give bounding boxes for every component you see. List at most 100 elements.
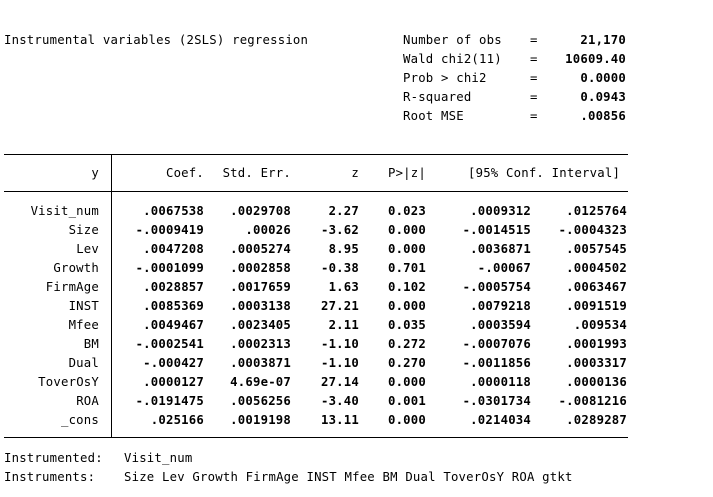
row-ci-low: -.00067 bbox=[477, 261, 531, 275]
row-p: 0.035 bbox=[387, 318, 426, 332]
row-variable: Visit_num bbox=[30, 204, 99, 218]
row-p: 0.272 bbox=[387, 337, 426, 351]
table-top-rule bbox=[4, 154, 628, 155]
row-variable: ROA bbox=[76, 394, 99, 408]
row-std-err: .0029708 bbox=[230, 204, 291, 218]
row-ci-high: .0063467 bbox=[566, 280, 627, 294]
header-z: z bbox=[351, 166, 359, 180]
row-coef: .0028857 bbox=[143, 280, 204, 294]
stat-label: Number of obs bbox=[403, 33, 502, 47]
row-ci-high: .009534 bbox=[573, 318, 627, 332]
row-ci-high: -.0081216 bbox=[558, 394, 627, 408]
row-std-err: .0017659 bbox=[230, 280, 291, 294]
row-coef: .025166 bbox=[150, 413, 204, 427]
row-ci-low: .0036871 bbox=[470, 242, 531, 256]
table-column-divider bbox=[111, 154, 112, 437]
row-p: 0.001 bbox=[387, 394, 426, 408]
row-variable: ToverOsY bbox=[38, 375, 99, 389]
row-z: 1.63 bbox=[328, 280, 359, 294]
stat-equals: = bbox=[530, 71, 538, 85]
row-z: 13.11 bbox=[320, 413, 359, 427]
row-variable: Size bbox=[68, 223, 99, 237]
row-variable: Lev bbox=[76, 242, 99, 256]
row-z: -1.10 bbox=[320, 337, 359, 351]
stat-equals: = bbox=[530, 90, 538, 104]
stat-value: 21,170 bbox=[580, 33, 626, 47]
row-variable: _cons bbox=[60, 413, 99, 427]
row-z: -3.40 bbox=[320, 394, 359, 408]
row-variable: INST bbox=[68, 299, 99, 313]
row-ci-high: .0000136 bbox=[566, 375, 627, 389]
row-coef: -.0001099 bbox=[135, 261, 204, 275]
row-ci-low: -.0011856 bbox=[462, 356, 531, 370]
row-variable: FirmAge bbox=[45, 280, 99, 294]
instrumented-label: Instrumented: bbox=[4, 451, 103, 465]
row-z: 27.21 bbox=[320, 299, 359, 313]
table-bottom-rule bbox=[4, 437, 628, 438]
row-std-err: .0002313 bbox=[230, 337, 291, 351]
row-z: 27.14 bbox=[320, 375, 359, 389]
stat-equals: = bbox=[530, 52, 538, 66]
row-std-err: .0019198 bbox=[230, 413, 291, 427]
row-z: 8.95 bbox=[328, 242, 359, 256]
row-ci-low: .0079218 bbox=[470, 299, 531, 313]
row-ci-high: .0004502 bbox=[566, 261, 627, 275]
row-variable: Growth bbox=[53, 261, 99, 275]
row-std-err: 4.69e-07 bbox=[230, 375, 291, 389]
stat-value: 0.0943 bbox=[580, 90, 626, 104]
instruments-label: Instruments: bbox=[4, 470, 96, 484]
row-z: 2.27 bbox=[328, 204, 359, 218]
row-coef: .0000127 bbox=[143, 375, 204, 389]
row-z: -1.10 bbox=[320, 356, 359, 370]
row-ci-low: .0009312 bbox=[470, 204, 531, 218]
row-ci-low: -.0014515 bbox=[462, 223, 531, 237]
stat-equals: = bbox=[530, 33, 538, 47]
row-variable: Dual bbox=[68, 356, 99, 370]
row-ci-high: .0003317 bbox=[566, 356, 627, 370]
regression-title: Instrumental variables (2SLS) regression bbox=[4, 33, 309, 47]
row-z: 2.11 bbox=[328, 318, 359, 332]
row-p: 0.701 bbox=[387, 261, 426, 275]
row-coef: .0047208 bbox=[143, 242, 204, 256]
row-std-err: .0056256 bbox=[230, 394, 291, 408]
stat-value: 10609.40 bbox=[565, 52, 626, 66]
stat-label: Root MSE bbox=[403, 109, 464, 123]
row-ci-low: -.0007076 bbox=[462, 337, 531, 351]
row-coef: -.0191475 bbox=[135, 394, 204, 408]
row-coef: -.0002541 bbox=[135, 337, 204, 351]
row-ci-high: .0001993 bbox=[566, 337, 627, 351]
stat-equals: = bbox=[530, 109, 538, 123]
row-ci-high: -.0004323 bbox=[558, 223, 627, 237]
row-coef: -.000427 bbox=[143, 356, 204, 370]
row-std-err: .0002858 bbox=[230, 261, 291, 275]
row-ci-low: .0214034 bbox=[470, 413, 531, 427]
row-p: 0.000 bbox=[387, 413, 426, 427]
row-p: 0.270 bbox=[387, 356, 426, 370]
row-z: -0.38 bbox=[320, 261, 359, 275]
instruments-value: Size Lev Growth FirmAge INST Mfee BM Dua… bbox=[124, 470, 573, 484]
row-ci-low: .0000118 bbox=[470, 375, 531, 389]
row-coef: .0049467 bbox=[143, 318, 204, 332]
row-ci-low: -.0005754 bbox=[462, 280, 531, 294]
row-ci-low: .0003594 bbox=[470, 318, 531, 332]
row-coef: .0085369 bbox=[143, 299, 204, 313]
row-coef: .0067538 bbox=[143, 204, 204, 218]
row-ci-high: .0091519 bbox=[566, 299, 627, 313]
row-ci-low: -.0301734 bbox=[462, 394, 531, 408]
row-std-err: .0005274 bbox=[230, 242, 291, 256]
header-y: y bbox=[91, 166, 99, 180]
stat-label: Wald chi2(11) bbox=[403, 52, 502, 66]
header-p: P>|z| bbox=[387, 166, 426, 180]
header-std-err: Std. Err. bbox=[222, 166, 291, 180]
row-p: 0.000 bbox=[387, 223, 426, 237]
row-p: 0.023 bbox=[387, 204, 426, 218]
table-header-rule bbox=[4, 191, 628, 192]
stat-value: 0.0000 bbox=[580, 71, 626, 85]
row-ci-high: .0125764 bbox=[566, 204, 627, 218]
row-variable: BM bbox=[83, 337, 99, 351]
header-coef: Coef. bbox=[165, 166, 204, 180]
row-variable: Mfee bbox=[68, 318, 99, 332]
row-p: 0.000 bbox=[387, 242, 426, 256]
row-coef: -.0009419 bbox=[135, 223, 204, 237]
row-p: 0.000 bbox=[387, 375, 426, 389]
